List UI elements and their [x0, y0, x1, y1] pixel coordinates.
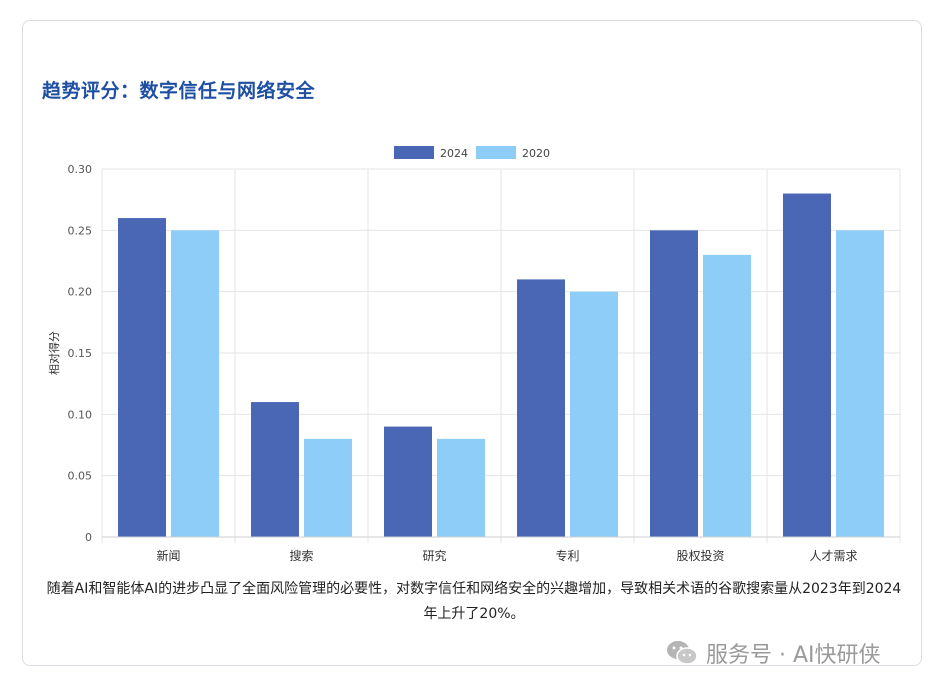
chart-caption: 随着AI和智能体AI的进步凸显了全面风险管理的必要性，对数字信任和网络安全的兴趣…	[46, 581, 902, 622]
legend-swatch-2020	[476, 146, 516, 159]
bars	[118, 193, 884, 538]
bar-2020-4	[703, 254, 751, 537]
y-tick-label: 0.30	[68, 163, 93, 176]
axes: 0 0.05 0.10 0.15 0.20 0.25 0.30 新闻 搜索 研究 专利 股权投资 人才需…	[47, 163, 900, 563]
y-tick-label: 0.05	[68, 470, 93, 483]
bar-chart: 0 0.05 0.10 0.15 0.20 0.25 0.30 新闻 搜索 研究 专利 股权投资 人才需…	[40, 135, 910, 575]
watermark-text: 服务号 · AI快研侠	[706, 643, 881, 668]
legend-label-2024: 2024	[440, 147, 468, 160]
y-tick-label: 0.25	[68, 224, 93, 237]
bar-2020-3	[570, 291, 618, 537]
y-tick-label: 0	[85, 531, 92, 544]
legend: 2024 2020	[394, 146, 550, 160]
bar-2024-1	[251, 402, 299, 537]
y-axis-label: 相对得分	[47, 331, 61, 375]
chart-title: 趋势评分：数字信任与网络安全	[42, 80, 316, 102]
bar-2024-0	[118, 218, 166, 538]
x-tick-label: 新闻	[156, 548, 180, 563]
y-tick-label: 0.10	[68, 408, 93, 421]
bar-2020-5	[836, 230, 884, 537]
bar-2020-1	[304, 438, 352, 537]
bar-2024-3	[517, 279, 565, 537]
y-tick-label: 0.20	[68, 286, 93, 299]
bar-2020-0	[171, 230, 219, 537]
bar-2024-5	[783, 193, 831, 537]
bar-2020-2	[437, 438, 485, 537]
x-tick-label: 搜索	[289, 548, 313, 563]
x-tick-label: 研究	[422, 548, 446, 563]
x-tick-label: 人才需求	[809, 549, 857, 563]
bar-2024-2	[384, 426, 432, 537]
x-tick-label: 股权投资	[676, 548, 724, 563]
legend-swatch-2024	[394, 146, 434, 159]
y-tick-label: 0.15	[68, 347, 93, 360]
wechat-icon	[667, 641, 698, 665]
legend-label-2020: 2020	[522, 147, 550, 160]
watermark: 服务号 · AI快研侠	[666, 636, 881, 670]
bar-2024-4	[650, 230, 698, 537]
grid-lines	[101, 168, 901, 543]
x-tick-label: 专利	[555, 548, 579, 563]
chart-svg: 0 0.05 0.10 0.15 0.20 0.25 0.30 新闻 搜索 研究 专利 股权投资 人才需…	[47, 146, 901, 563]
